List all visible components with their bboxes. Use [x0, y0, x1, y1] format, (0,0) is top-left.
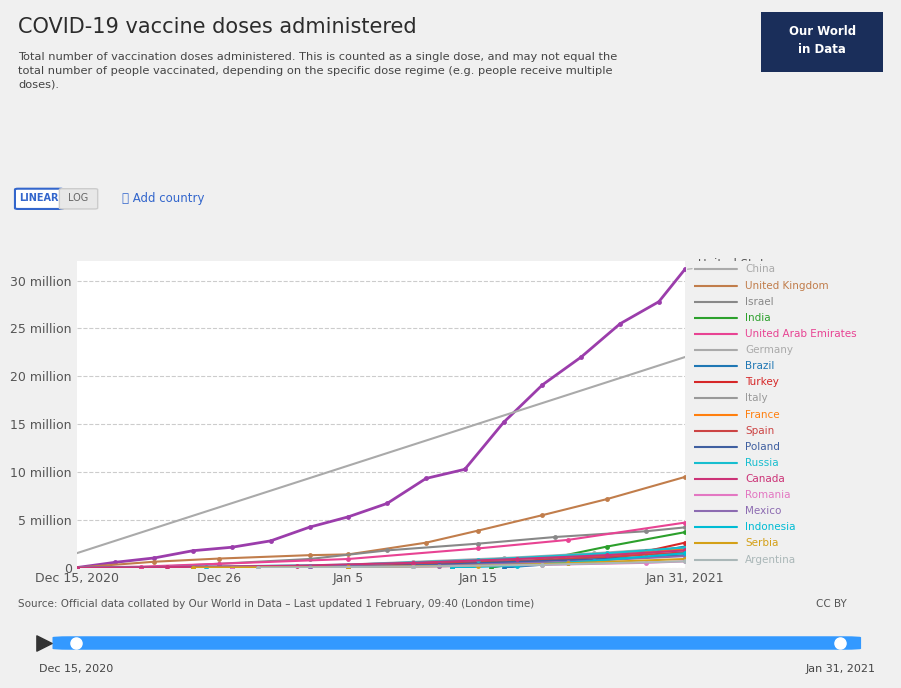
Text: United Kingdom: United Kingdom [745, 281, 829, 290]
Text: India: India [745, 313, 771, 323]
Text: Canada: Canada [745, 474, 785, 484]
Text: Our World
in Data: Our World in Data [788, 25, 856, 56]
Text: United Arab Emirates: United Arab Emirates [745, 329, 857, 339]
Text: Indonesia: Indonesia [745, 522, 796, 533]
Text: LOG: LOG [68, 193, 88, 204]
FancyBboxPatch shape [59, 189, 97, 209]
Text: Germany: Germany [745, 345, 793, 355]
FancyBboxPatch shape [52, 636, 861, 649]
Text: China: China [745, 264, 775, 275]
Text: LINEAR: LINEAR [19, 193, 59, 204]
Text: Mexico: Mexico [745, 506, 782, 516]
Text: Russia: Russia [745, 458, 779, 468]
Text: Romania: Romania [745, 490, 791, 500]
Text: CC BY: CC BY [816, 599, 847, 609]
Text: Poland: Poland [745, 442, 780, 452]
Text: France: France [745, 409, 780, 420]
Text: Jan 31, 2021: Jan 31, 2021 [805, 664, 875, 674]
Text: Italy: Italy [745, 394, 768, 403]
Text: Spain: Spain [745, 426, 775, 436]
Text: Brazil: Brazil [745, 361, 775, 372]
FancyBboxPatch shape [15, 189, 63, 209]
Text: Source: Official data collated by Our World in Data – Last updated 1 February, 0: Source: Official data collated by Our Wo… [18, 599, 534, 609]
Text: Serbia: Serbia [745, 539, 778, 548]
Text: ➕ Add country: ➕ Add country [122, 193, 205, 205]
Text: Total number of vaccination doses administered. This is counted as a single dose: Total number of vaccination doses admini… [18, 52, 617, 89]
Text: Turkey: Turkey [745, 377, 779, 387]
Text: United States: United States [687, 257, 778, 270]
Text: Israel: Israel [745, 297, 774, 307]
Text: COVID-19 vaccine doses administered: COVID-19 vaccine doses administered [18, 17, 416, 37]
Text: Argentina: Argentina [745, 555, 796, 565]
Text: Dec 15, 2020: Dec 15, 2020 [39, 664, 113, 674]
